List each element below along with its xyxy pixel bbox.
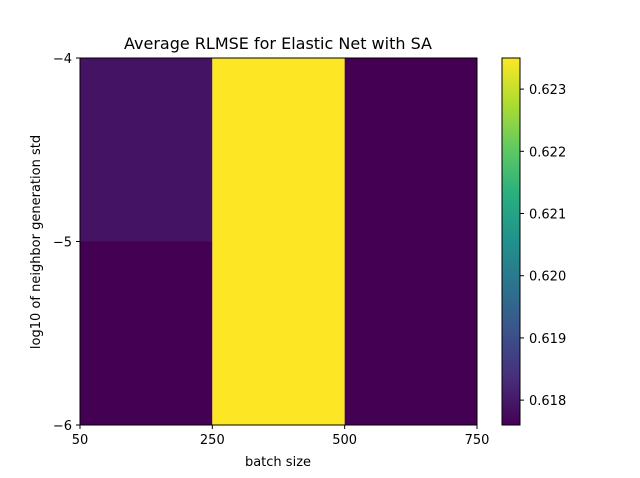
- heatmap-cell-1: [212, 58, 345, 242]
- heatmap-cell-0: [80, 58, 213, 242]
- x-axis-label: batch size: [245, 455, 311, 470]
- y-axis-label: log10 of neighbor generation std: [29, 135, 44, 349]
- heatmap-cells: [80, 58, 477, 425]
- y-tick-label: −5: [53, 236, 72, 251]
- y-tick-label: −6: [53, 419, 72, 434]
- colorbar-tick-label: 0.618: [529, 394, 566, 409]
- heatmap-cell-5: [344, 241, 477, 425]
- colorbar-tick-label: 0.622: [529, 145, 566, 160]
- y-tick-label: −4: [53, 52, 72, 67]
- heatmap-cell-4: [212, 241, 345, 425]
- x-tick-label: 50: [72, 433, 89, 448]
- colorbar-tick-label: 0.623: [529, 83, 566, 98]
- colorbar-tick-label: 0.620: [529, 270, 566, 285]
- heatmap-cell-2: [344, 58, 477, 242]
- x-tick-label: 250: [200, 433, 225, 448]
- x-axis-ticks: 50 250 500 750: [72, 425, 490, 448]
- x-tick-label: 500: [332, 433, 357, 448]
- chart-title: Average RLMSE for Elastic Net with SA: [124, 34, 432, 53]
- colorbar-tick-label: 0.619: [529, 332, 566, 347]
- colorbar-tick-label: 0.621: [529, 208, 566, 223]
- y-axis-ticks: −6 −5 −4: [53, 52, 80, 434]
- colorbar-ticks: 0.618 0.619 0.620 0.621 0.622 0.623: [520, 83, 566, 409]
- colorbar: [501, 57, 521, 426]
- x-tick-label: 750: [465, 433, 490, 448]
- heatmap-cell-3: [80, 241, 213, 425]
